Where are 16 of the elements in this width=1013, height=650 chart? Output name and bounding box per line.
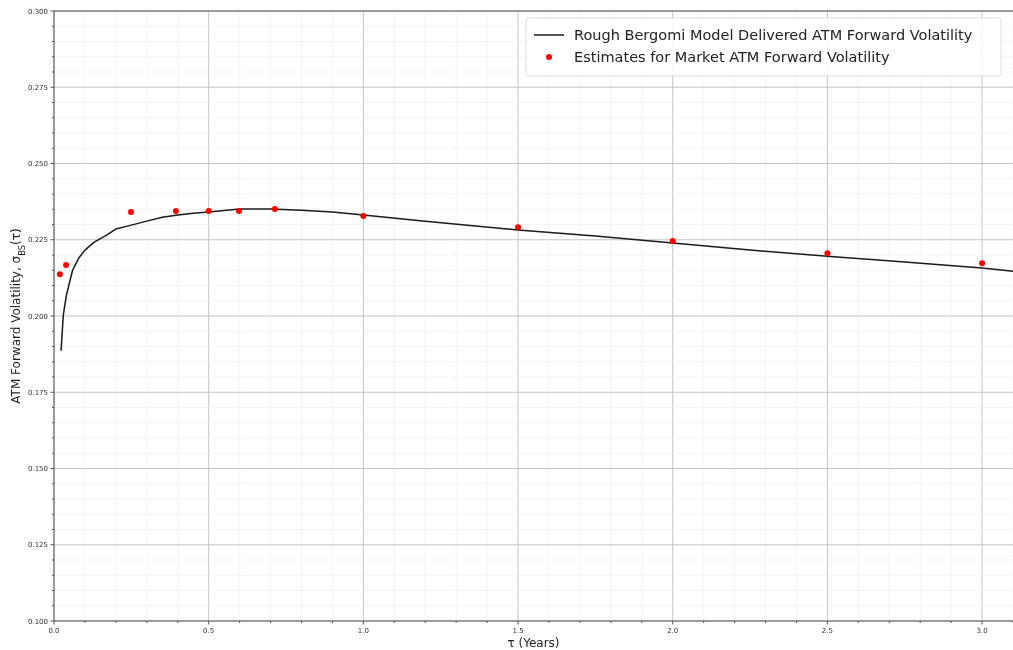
point (172, 208, 179, 215)
point (271, 205, 278, 212)
legend-label: Estimates for Market ATM Forward Volatility (574, 49, 890, 65)
x-axis-title: τ (Years) (507, 636, 560, 650)
point (56, 271, 63, 278)
point (669, 237, 676, 244)
point (824, 250, 831, 257)
legend-label: Rough Bergomi Model Delivered ATM Forward Volatility (574, 27, 973, 43)
point (235, 208, 242, 215)
point (128, 209, 135, 215)
point (63, 262, 70, 269)
line-series (60, 208, 1013, 351)
point (205, 208, 212, 215)
point (515, 224, 522, 231)
point (979, 260, 986, 267)
point (360, 212, 367, 219)
